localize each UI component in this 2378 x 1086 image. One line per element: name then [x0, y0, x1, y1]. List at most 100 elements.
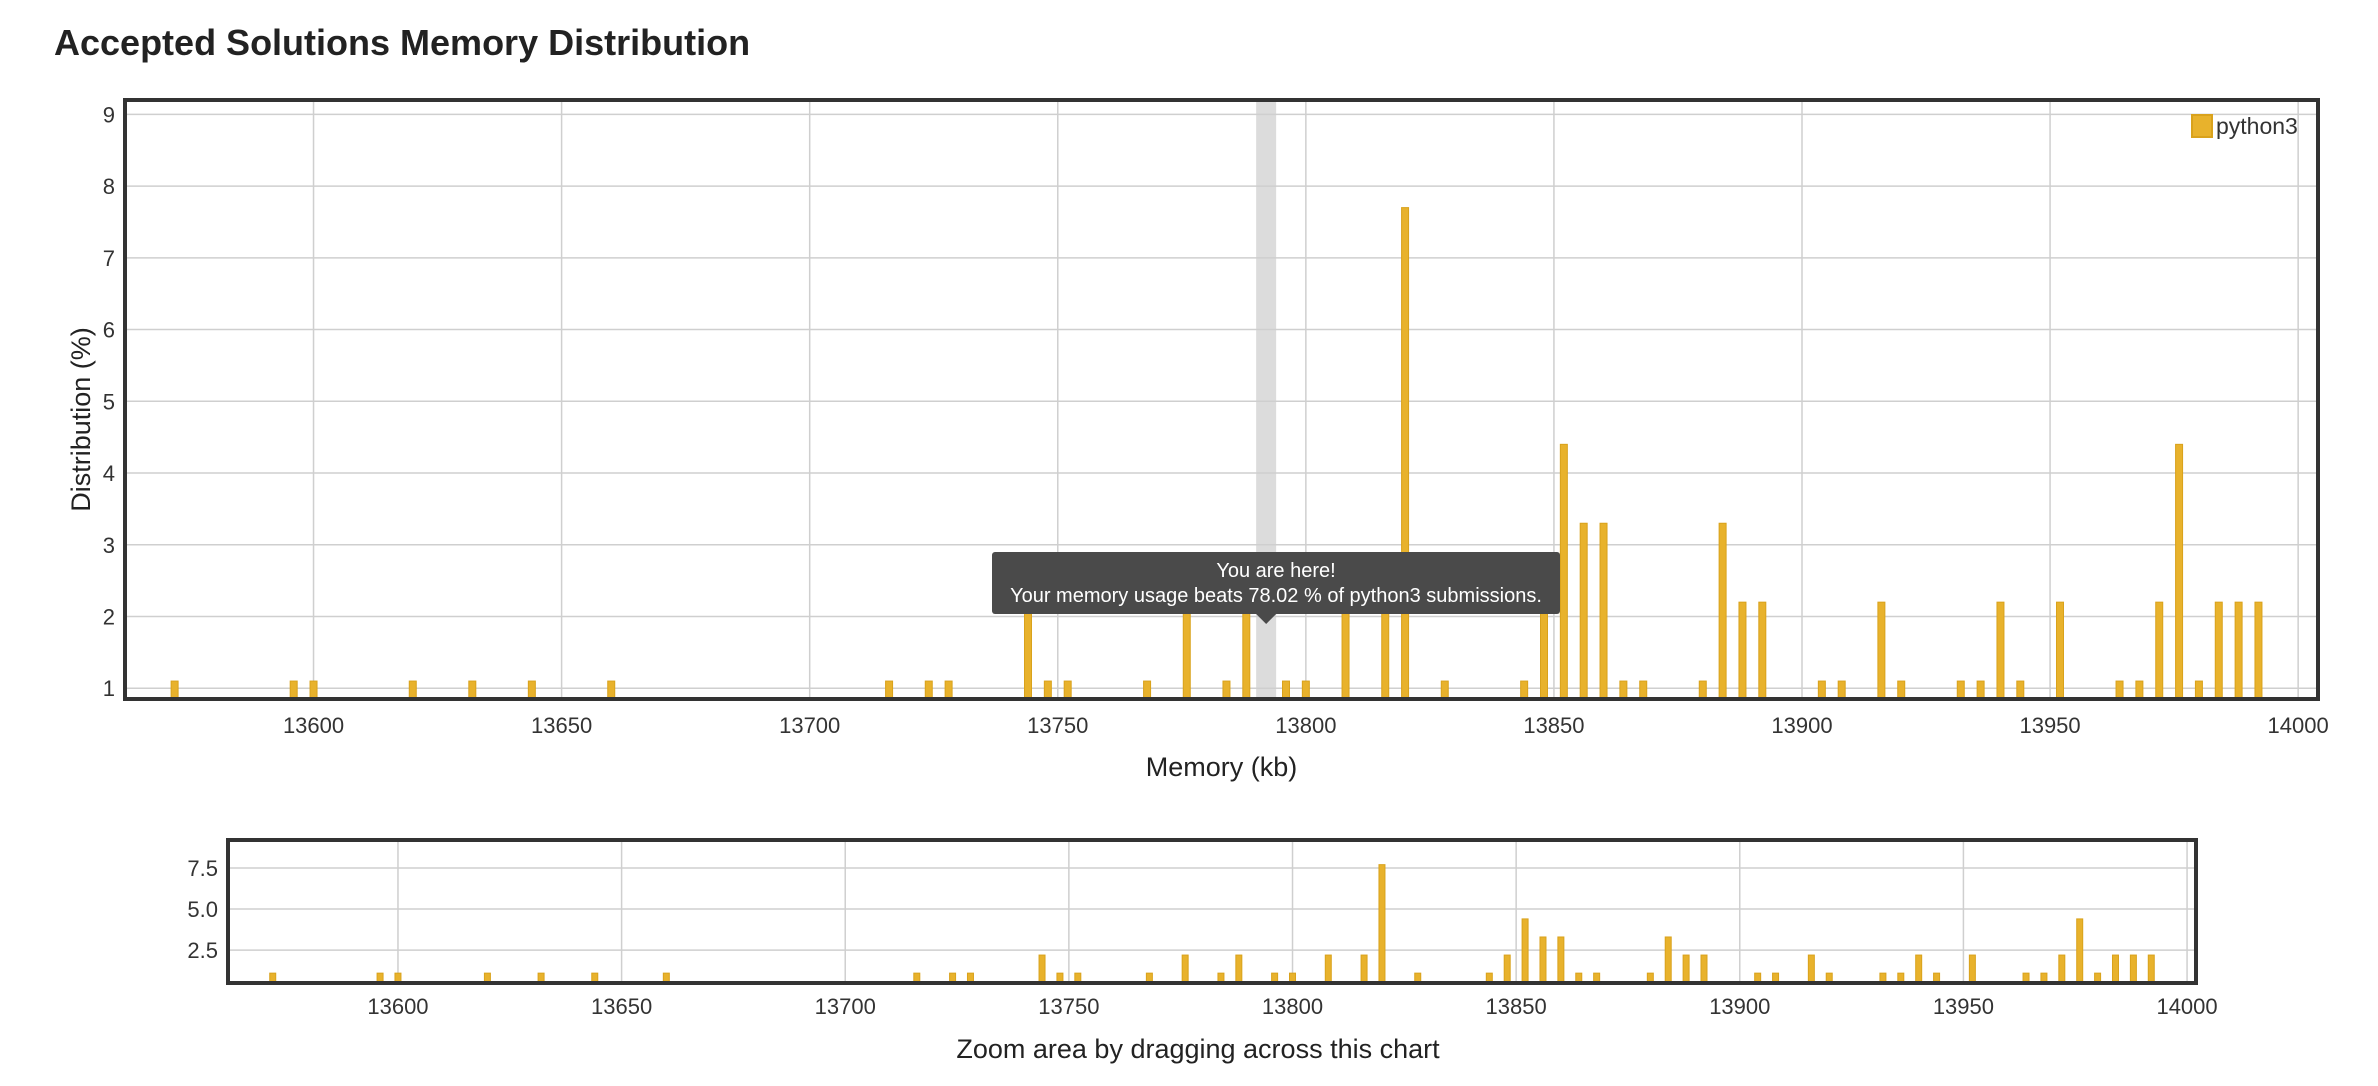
- y-axis-title: Distribution (%): [66, 327, 96, 512]
- x-tick-label: 13900: [1771, 713, 1832, 738]
- x-tick-label: 13800: [1275, 713, 1336, 738]
- bar: [1877, 601, 1886, 700]
- navigator-bar: [1682, 954, 1690, 984]
- bar: [468, 680, 477, 700]
- navigator-x-tick-label: 13650: [591, 994, 652, 1019]
- main-x-ticks: 13600 13650 13700 13750 13800 13850 13900 13950…: [283, 713, 2329, 738]
- bar: [2254, 601, 2263, 700]
- navigator-x-tick-label: 13700: [815, 994, 876, 1019]
- navigator-x-tick-label: 13800: [1262, 994, 1323, 1019]
- navigator-bar: [2111, 954, 2119, 984]
- navigator-y-ticks: 2.5 5.0 7.5: [187, 856, 218, 963]
- navigator-grid: [228, 840, 2196, 983]
- navigator-frame: [226, 838, 2198, 985]
- bar: [1043, 680, 1052, 700]
- main-plot-frame: [123, 98, 2320, 701]
- tooltip-message: Your memory usage beats 78.02 % of pytho…: [1010, 585, 1542, 607]
- navigator-bar: [1181, 954, 1189, 984]
- navigator-x-tick-label: 14000: [2156, 994, 2217, 1019]
- bar: [1024, 601, 1032, 700]
- x-tick-label: 13950: [2019, 713, 2080, 738]
- bar: [1738, 601, 1747, 700]
- y-tick-label: 3: [103, 533, 115, 558]
- bar: [1639, 680, 1648, 700]
- y-tick-label: 9: [103, 102, 115, 127]
- y-tick-label: 1: [103, 676, 115, 701]
- x-tick-label: 14000: [2268, 713, 2329, 738]
- bar: [1381, 601, 1390, 700]
- legend[interactable]: python3: [2191, 113, 2298, 139]
- navigator-bar: [1557, 936, 1565, 984]
- navigator-y-tick-label: 7.5: [187, 856, 218, 881]
- navigator-x-tick-label: 13950: [1933, 994, 1994, 1019]
- navigator-bar: [2129, 954, 2137, 984]
- bar: [1222, 680, 1231, 700]
- x-axis-title: Memory (kb): [1146, 752, 1298, 782]
- navigator-bar: [1700, 954, 1708, 984]
- y-tick-label: 8: [103, 174, 115, 199]
- bar: [1996, 601, 2005, 700]
- y-tick-label: 7: [103, 246, 115, 271]
- bar: [944, 680, 953, 700]
- current-position-highlight: [1256, 100, 1277, 699]
- navigator-bar: [2147, 954, 2155, 984]
- bar: [1956, 680, 1965, 700]
- navigator-plot-area[interactable]: [228, 840, 2196, 983]
- navigator-bar: [1324, 954, 1332, 984]
- y-tick-label: 4: [103, 461, 115, 486]
- bar: [1976, 680, 1985, 700]
- bar: [527, 680, 536, 700]
- bar: [1718, 522, 1727, 700]
- bar: [1520, 680, 1529, 700]
- bar: [408, 680, 417, 700]
- bar: [2234, 601, 2243, 700]
- navigator-bars: [269, 864, 2155, 984]
- navigator-bar: [1378, 864, 1386, 984]
- bar: [1182, 601, 1191, 700]
- x-tick-label: 13750: [1027, 713, 1088, 738]
- x-tick-label: 13850: [1523, 713, 1584, 738]
- navigator-x-ticks: 13600 13650 13700 13750 13800 13850 13900 13950…: [367, 994, 2217, 1019]
- tooltip: You are here! Your memory usage beats 78…: [992, 552, 1560, 624]
- main-y-ticks: 1 2 3 4 5 6 7 8 9: [103, 102, 115, 701]
- bar: [289, 680, 298, 700]
- bar: [1559, 443, 1568, 700]
- bar: [2016, 680, 2025, 700]
- x-tick-label: 13650: [531, 713, 592, 738]
- bar: [1817, 680, 1826, 700]
- bar: [1440, 680, 1449, 700]
- bar: [2135, 680, 2144, 700]
- navigator-x-tick-label: 13750: [1038, 994, 1099, 1019]
- bar: [1897, 680, 1906, 700]
- legend-label: python3: [2216, 113, 2298, 139]
- bar: [1599, 522, 1608, 700]
- navigator-bar: [1521, 918, 1529, 984]
- bar: [1540, 601, 1548, 700]
- navigator-bar: [2076, 918, 2084, 984]
- y-tick-label: 2: [103, 605, 115, 630]
- navigator-bar: [1807, 954, 1815, 984]
- tooltip-arrow: [1256, 614, 1277, 624]
- legend-swatch: [2191, 114, 2213, 138]
- tooltip-box: [992, 552, 1560, 614]
- main-chart[interactable]: 13600 13650 13700 13750 13800 13850 13900 13950…: [66, 98, 2329, 782]
- bar: [1401, 207, 1410, 700]
- navigator-y-tick-label: 5.0: [187, 897, 218, 922]
- navigator-y-tick-label: 2.5: [187, 938, 218, 963]
- bar: [1837, 680, 1846, 700]
- navigator-bar: [1503, 954, 1511, 984]
- navigator-chart[interactable]: 13600 13650 13700 13750 13800 13850 13900 13950…: [187, 838, 2218, 1064]
- bar: [1579, 522, 1588, 700]
- bar: [1758, 601, 1767, 700]
- bar: [1619, 680, 1628, 700]
- navigator-x-tick-label: 13900: [1709, 994, 1770, 1019]
- navigator-bar: [1038, 954, 1046, 984]
- bar: [1143, 680, 1152, 700]
- zoom-hint-caption: Zoom area by dragging across this chart: [956, 1034, 1440, 1064]
- y-tick-label: 6: [103, 318, 115, 343]
- tooltip-title: You are here!: [1216, 560, 1335, 582]
- navigator-bar: [1539, 936, 1547, 984]
- navigator-bar: [2058, 954, 2066, 984]
- bar: [1698, 680, 1707, 700]
